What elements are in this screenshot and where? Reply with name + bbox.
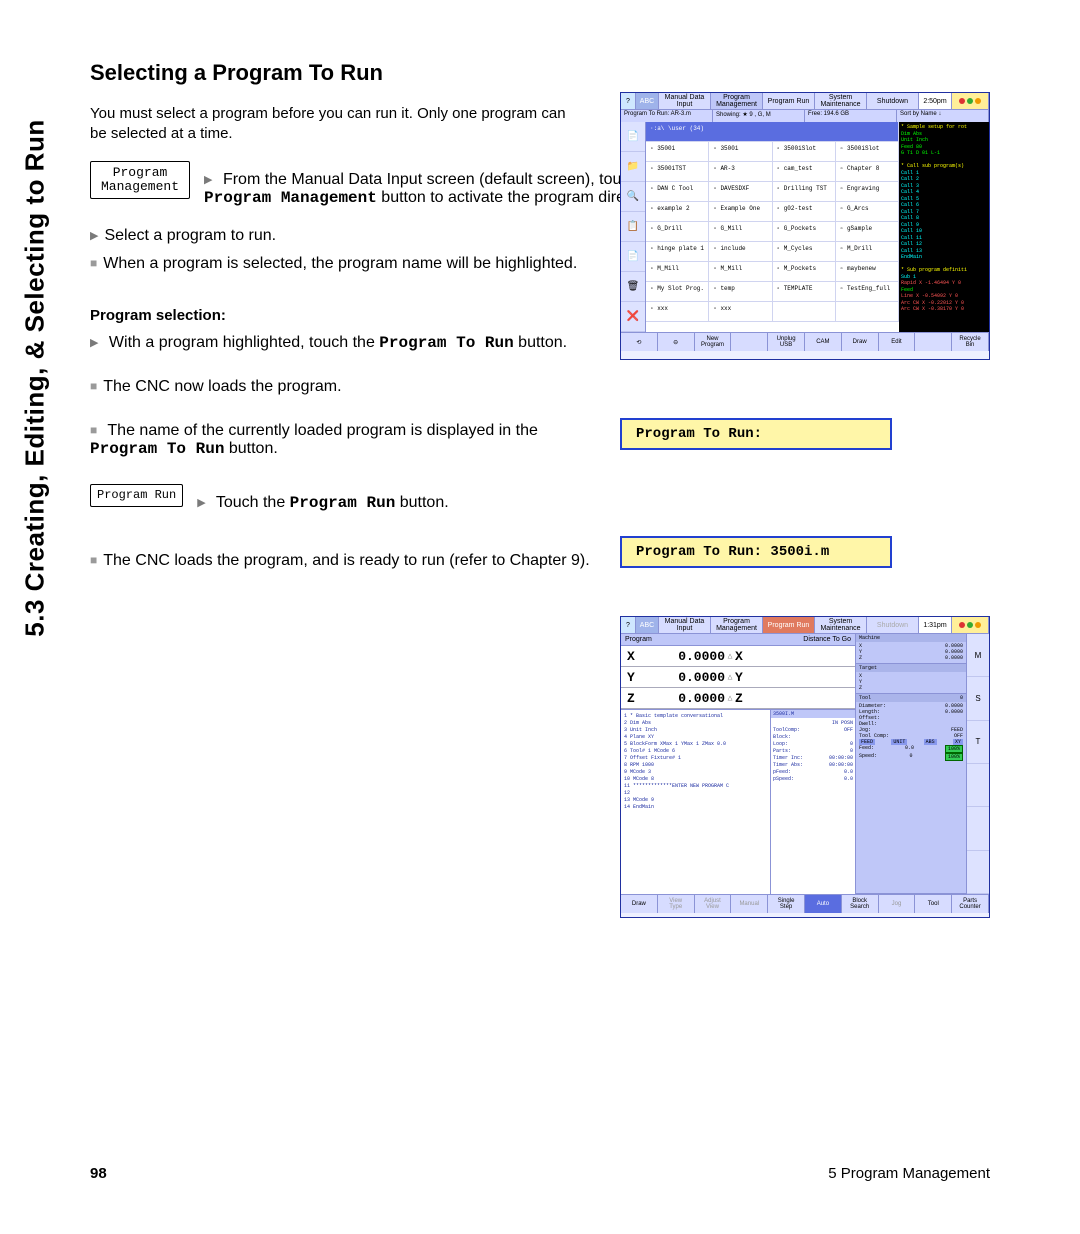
step-2: Select a program to run.	[90, 227, 570, 245]
program-management-button[interactable]: Program Management	[90, 161, 190, 200]
program-to-run-button-empty[interactable]: Program To Run:	[620, 418, 892, 450]
program-to-run-button-loaded[interactable]: Program To Run: 3500i.m	[620, 536, 892, 568]
chapter-label: 5 Program Management	[828, 1165, 990, 1182]
final-note: The CNC loads the program, and is ready …	[90, 552, 610, 570]
ps-step-3: The name of the currently loaded program…	[90, 422, 570, 458]
screenshot-program-management: ?ABCManual Data InputProgram ManagementP…	[620, 92, 990, 360]
intro-text: You must select a program before you can…	[90, 104, 580, 145]
page-number: 98	[90, 1165, 107, 1182]
section-tab: 5.3 Creating, Editing, & Selecting to Ru…	[14, 58, 56, 698]
ps-step-2: The CNC now loads the program.	[90, 378, 570, 396]
ps-step-1: With a program highlighted, touch the Pr…	[90, 334, 570, 352]
step-1: From the Manual Data Input screen (defau…	[204, 171, 684, 207]
pr-step: Touch the Program Run button.	[197, 494, 448, 512]
step-3: When a program is selected, the program …	[90, 255, 610, 273]
program-run-button[interactable]: Program Run	[90, 484, 183, 507]
screenshot-program-run: ?ABCManual Data InputProgram ManagementP…	[620, 616, 990, 918]
page-heading: Selecting a Program To Run	[90, 60, 990, 86]
section-tab-text: 5.3 Creating, Editing, & Selecting to Ru…	[20, 119, 51, 636]
